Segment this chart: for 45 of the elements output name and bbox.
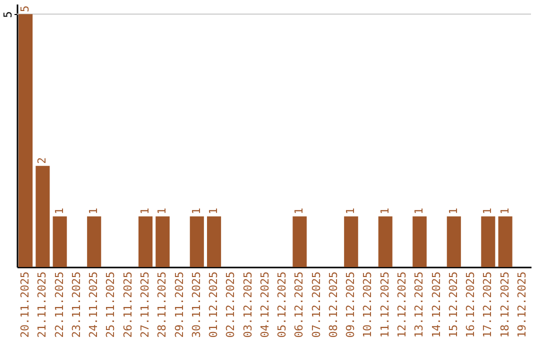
x-tick-label: 09.12.2025 <box>344 272 358 338</box>
data-label: 1 <box>156 208 169 214</box>
x-tick-label: 19.12.2025 <box>515 272 528 338</box>
data-label: 1 <box>292 208 306 214</box>
data-label: 1 <box>446 208 460 214</box>
data-label: 1 <box>87 208 100 214</box>
x-tick-label: 29.11.2025 <box>172 272 186 338</box>
x-tick-label: 07.12.2025 <box>310 272 323 338</box>
x-tick-label: 23.11.2025 <box>70 272 83 338</box>
x-tick-label: 30.11.2025 <box>190 272 203 338</box>
data-label: 1 <box>52 208 66 214</box>
x-tick-label: 24.11.2025 <box>87 272 100 338</box>
x-tick-label: 22.11.2025 <box>52 272 66 338</box>
data-label: 1 <box>138 208 152 214</box>
x-tick-label: 17.12.2025 <box>481 272 494 338</box>
x-tick-label: 21.11.2025 <box>36 272 49 338</box>
x-tick-label: 10.12.2025 <box>361 272 374 338</box>
x-tick-label: 06.12.2025 <box>292 272 306 338</box>
x-tick-label: 01.12.2025 <box>207 272 220 338</box>
data-label: 1 <box>412 208 426 214</box>
x-tick-label: 16.12.2025 <box>464 272 478 338</box>
x-tick-label: 27.11.2025 <box>138 272 152 338</box>
data-label: 1 <box>207 208 220 214</box>
x-tick-label: 26.11.2025 <box>121 272 134 338</box>
data-label: 1 <box>344 208 358 214</box>
x-tick-label: 15.12.2025 <box>446 272 460 338</box>
data-label: 1 <box>498 208 512 214</box>
x-tick-label: 02.12.2025 <box>224 272 238 338</box>
x-tick-label: 25.11.2025 <box>104 272 118 338</box>
x-tick-label: 05.12.2025 <box>276 272 289 338</box>
data-label: 5 <box>18 5 32 12</box>
data-label: 1 <box>481 208 494 214</box>
x-tick-label: 20.11.2025 <box>18 272 32 338</box>
x-tick-label: 08.12.2025 <box>326 272 340 338</box>
x-tick-label: 18.12.2025 <box>498 272 512 338</box>
data-label: 2 <box>36 157 49 164</box>
x-tick-label: 28.11.2025 <box>156 272 169 338</box>
x-tick-label: 04.12.2025 <box>258 272 272 338</box>
x-tick-label: 14.12.2025 <box>430 272 443 338</box>
x-tick-label: 03.12.2025 <box>241 272 254 338</box>
x-tick-label: 13.12.2025 <box>412 272 426 338</box>
data-label: 1 <box>190 208 203 214</box>
x-tick-label: 12.12.2025 <box>396 272 408 338</box>
x-tick-label: 11.12.2025 <box>378 272 392 338</box>
data-label: 1 <box>378 208 392 214</box>
